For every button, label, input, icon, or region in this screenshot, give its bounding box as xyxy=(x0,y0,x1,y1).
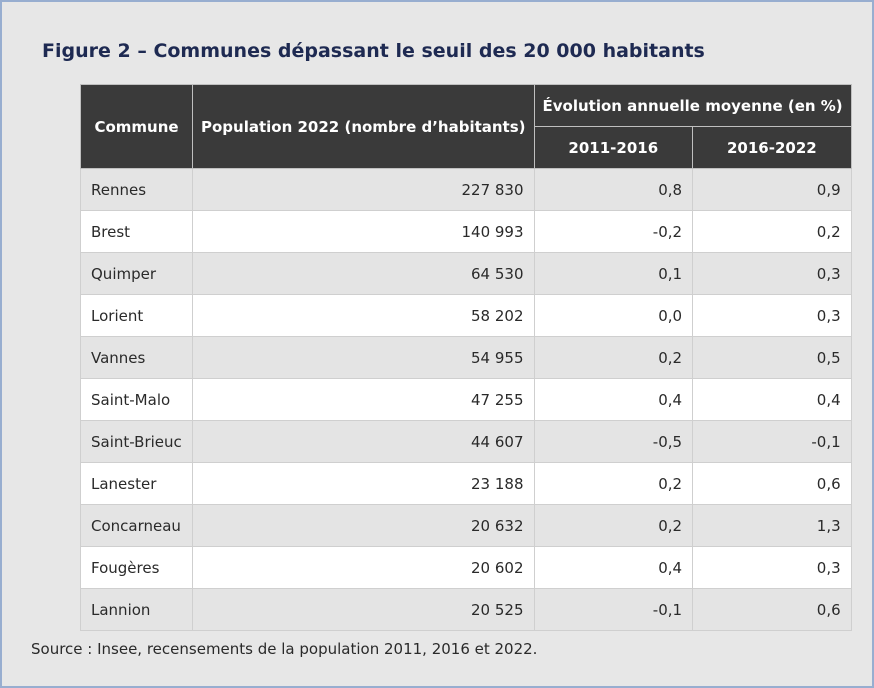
cell-evolution-2016-2022: 0,6 xyxy=(692,588,852,631)
cell-evolution-2011-2016: 0,2 xyxy=(533,462,694,505)
cell-population: 23 188 xyxy=(192,462,535,505)
table-row: Lorient 58 202 0,0 0,3 xyxy=(80,294,852,337)
cell-commune: Saint-Brieuc xyxy=(80,420,193,463)
table-row: Saint-Malo 47 255 0,4 0,4 xyxy=(80,378,852,421)
header-period-2016-2022: 2016-2022 xyxy=(692,126,852,169)
cell-evolution-2016-2022: 0,3 xyxy=(692,252,852,295)
cell-commune: Rennes xyxy=(80,168,193,211)
table-row: Brest 140 993 -0,2 0,2 xyxy=(80,210,852,253)
cell-evolution-2011-2016: 0,8 xyxy=(533,168,694,211)
table-row: Vannes 54 955 0,2 0,5 xyxy=(80,336,852,379)
cell-commune: Lorient xyxy=(80,294,193,337)
cell-population: 58 202 xyxy=(192,294,535,337)
cell-evolution-2011-2016: 0,2 xyxy=(533,504,694,547)
cell-evolution-2011-2016: 0,1 xyxy=(533,252,694,295)
cell-evolution-2011-2016: -0,2 xyxy=(533,210,694,253)
cell-evolution-2011-2016: 0,0 xyxy=(533,294,694,337)
cell-commune: Quimper xyxy=(80,252,193,295)
cell-population: 20 632 xyxy=(192,504,535,547)
cell-evolution-2016-2022: 0,3 xyxy=(692,546,852,589)
cell-population: 64 530 xyxy=(192,252,535,295)
cell-evolution-2016-2022: 1,3 xyxy=(692,504,852,547)
cell-population: 44 607 xyxy=(192,420,535,463)
cell-commune: Fougères xyxy=(80,546,193,589)
header-period-2011-2016: 2011-2016 xyxy=(533,126,694,169)
cell-commune: Lannion xyxy=(80,588,193,631)
cell-population: 140 993 xyxy=(192,210,535,253)
table-header: Commune Population 2022 (nombre d’habita… xyxy=(80,84,852,169)
cell-evolution-2016-2022: 0,6 xyxy=(692,462,852,505)
cell-commune: Brest xyxy=(80,210,193,253)
cell-evolution-2016-2022: 0,2 xyxy=(692,210,852,253)
cell-evolution-2016-2022: 0,4 xyxy=(692,378,852,421)
cell-evolution-2011-2016: 0,4 xyxy=(533,378,694,421)
table-row: Saint-Brieuc 44 607 -0,5 -0,1 xyxy=(80,420,852,463)
cell-evolution-2016-2022: 0,9 xyxy=(692,168,852,211)
header-evolution: Évolution annuelle moyenne (en %) xyxy=(533,84,852,127)
table-row: Lannion 20 525 -0,1 0,6 xyxy=(80,588,852,631)
cell-population: 20 525 xyxy=(192,588,535,631)
table-row: Fougères 20 602 0,4 0,3 xyxy=(80,546,852,589)
cell-commune: Saint-Malo xyxy=(80,378,193,421)
cell-population: 227 830 xyxy=(192,168,535,211)
table-row: Lanester 23 188 0,2 0,6 xyxy=(80,462,852,505)
table-row: Quimper 64 530 0,1 0,3 xyxy=(80,252,852,295)
cell-population: 54 955 xyxy=(192,336,535,379)
cell-evolution-2016-2022: -0,1 xyxy=(692,420,852,463)
cell-population: 20 602 xyxy=(192,546,535,589)
header-population: Population 2022 (nombre d’habitants) xyxy=(192,84,535,169)
cell-evolution-2016-2022: 0,3 xyxy=(692,294,852,337)
cell-commune: Concarneau xyxy=(80,504,193,547)
cell-commune: Vannes xyxy=(80,336,193,379)
cell-evolution-2011-2016: -0,5 xyxy=(533,420,694,463)
header-commune: Commune xyxy=(80,84,193,169)
cell-commune: Lanester xyxy=(80,462,193,505)
table-row: Rennes 227 830 0,8 0,9 xyxy=(80,168,852,211)
source-note: Source : Insee, recensements de la popul… xyxy=(31,640,538,658)
table-row: Concarneau 20 632 0,2 1,3 xyxy=(80,504,852,547)
cell-evolution-2011-2016: 0,2 xyxy=(533,336,694,379)
cell-evolution-2011-2016: -0,1 xyxy=(533,588,694,631)
population-table: Commune Population 2022 (nombre d’habita… xyxy=(80,84,852,631)
cell-evolution-2011-2016: 0,4 xyxy=(533,546,694,589)
cell-evolution-2016-2022: 0,5 xyxy=(692,336,852,379)
figure-title: Figure 2 – Communes dépassant le seuil d… xyxy=(42,40,705,62)
table-body: Rennes 227 830 0,8 0,9 Brest 140 993 -0,… xyxy=(80,168,852,631)
cell-population: 47 255 xyxy=(192,378,535,421)
